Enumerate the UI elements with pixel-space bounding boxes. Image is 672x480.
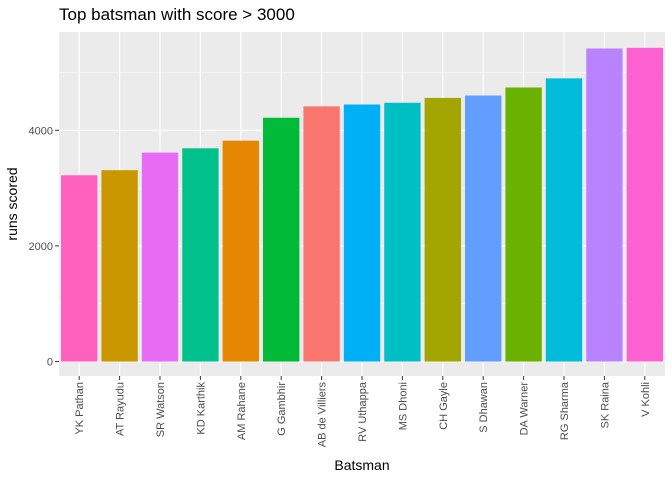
x-tick-label: CH Gayle bbox=[438, 382, 450, 430]
bar bbox=[182, 148, 219, 362]
bars bbox=[61, 47, 663, 362]
bar bbox=[384, 102, 421, 362]
bar bbox=[222, 140, 259, 362]
x-tick-label: V Kohli bbox=[640, 382, 652, 417]
bar bbox=[101, 170, 138, 362]
y-tick-label: 0 bbox=[47, 357, 53, 369]
x-tick-label: SR Watson bbox=[155, 382, 167, 437]
y-tick-label: 4000 bbox=[29, 125, 53, 137]
x-tick-label: G Gambhir bbox=[276, 382, 288, 436]
x-tick-label: RG Sharma bbox=[559, 381, 571, 440]
y-axis: 0 2000 4000 bbox=[29, 125, 59, 369]
x-tick-label: AB de Villiers bbox=[317, 382, 329, 448]
x-tick-label: RV Uthappa bbox=[357, 381, 369, 442]
x-tick-label: S Dhawan bbox=[478, 382, 490, 433]
x-tick-label: AT Rayudu bbox=[115, 382, 127, 436]
bar bbox=[505, 87, 542, 362]
bar bbox=[586, 48, 623, 362]
y-tick-label: 2000 bbox=[29, 241, 53, 253]
x-tick-label: MS Dhoni bbox=[397, 382, 409, 430]
y-axis-title: runs scored bbox=[4, 167, 20, 240]
x-tick-label: AM Rahane bbox=[236, 382, 248, 440]
bar bbox=[263, 117, 300, 362]
bar bbox=[303, 106, 340, 362]
x-tick-label: SK Raina bbox=[599, 381, 611, 428]
bar bbox=[61, 175, 98, 362]
x-tick-label: KD Karthik bbox=[195, 382, 207, 435]
bar bbox=[424, 97, 461, 362]
x-tick-label: DA Warner bbox=[519, 382, 531, 436]
bar bbox=[545, 78, 583, 362]
x-axis: YK Pathan AT Rayudu SR Watson KD Karthik AM … bbox=[74, 376, 652, 447]
bar bbox=[626, 47, 663, 362]
chart-title: Top batsman with score > 3000 bbox=[59, 5, 295, 24]
x-axis-title: Batsman bbox=[334, 457, 389, 473]
bar bbox=[343, 104, 381, 362]
bar bbox=[465, 95, 502, 362]
bar bbox=[141, 152, 179, 362]
x-tick-label: YK Pathan bbox=[74, 382, 86, 435]
